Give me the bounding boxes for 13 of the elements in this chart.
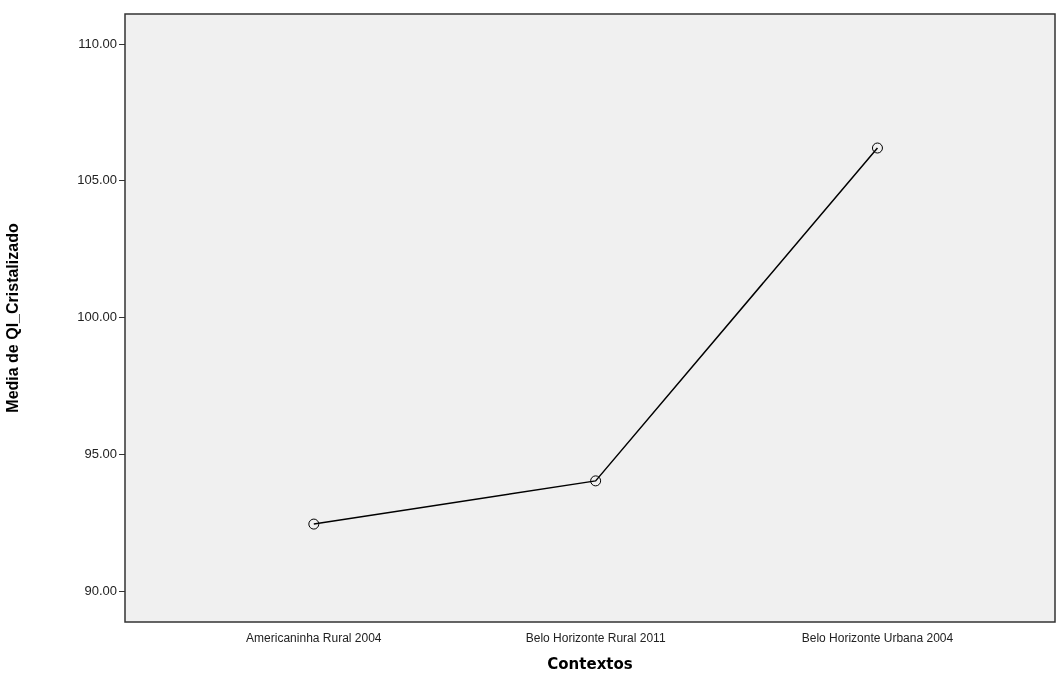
y-tick-label: 105.00: [77, 172, 117, 188]
y-tick-label: 90.00: [84, 582, 117, 598]
y-tick-label: 110.00: [78, 35, 117, 51]
x-tick-label: Americaninha Rural 2004: [246, 630, 382, 645]
y-tick-label: 95.00: [84, 445, 117, 461]
x-tick-label: Belo Horizonte Urbana 2004: [801, 630, 954, 645]
point: [590, 475, 602, 487]
y-axis-title: Media de QI_Cristalizado: [4, 223, 22, 413]
y-tick-label: 100.00: [77, 309, 117, 325]
point: [871, 142, 883, 154]
x-tick-label: Belo Horizonte Rural 2011: [525, 630, 666, 645]
x-axis-title: Contextos: [547, 654, 633, 673]
point: [308, 518, 320, 530]
